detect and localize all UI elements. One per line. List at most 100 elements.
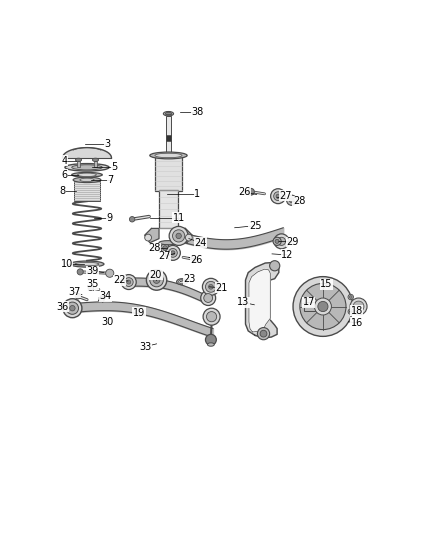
- Ellipse shape: [80, 178, 94, 182]
- Circle shape: [66, 302, 78, 314]
- Text: 30: 30: [101, 318, 113, 327]
- Ellipse shape: [78, 173, 96, 176]
- Text: 12: 12: [281, 250, 293, 260]
- Circle shape: [350, 310, 352, 313]
- Text: 39: 39: [87, 266, 99, 276]
- Ellipse shape: [92, 158, 99, 161]
- Circle shape: [353, 301, 364, 312]
- Text: 7: 7: [108, 175, 114, 185]
- Text: 29: 29: [286, 237, 299, 247]
- Circle shape: [63, 298, 82, 318]
- Text: 35: 35: [87, 279, 99, 289]
- Circle shape: [77, 269, 83, 275]
- Circle shape: [277, 237, 286, 245]
- Circle shape: [270, 261, 280, 271]
- Text: 22: 22: [113, 275, 126, 285]
- Bar: [94, 161, 97, 167]
- Ellipse shape: [208, 343, 214, 346]
- Bar: [166, 135, 171, 141]
- Circle shape: [70, 305, 75, 311]
- Circle shape: [348, 309, 353, 314]
- Text: 11: 11: [173, 213, 185, 223]
- Ellipse shape: [65, 164, 109, 171]
- Circle shape: [273, 237, 281, 245]
- Ellipse shape: [155, 154, 182, 158]
- Polygon shape: [178, 229, 192, 243]
- Ellipse shape: [75, 262, 99, 266]
- Circle shape: [293, 277, 353, 336]
- Text: 28: 28: [293, 196, 305, 206]
- Polygon shape: [249, 269, 270, 332]
- Bar: [74, 181, 100, 201]
- Circle shape: [130, 216, 135, 222]
- Text: 20: 20: [150, 270, 162, 280]
- Circle shape: [205, 281, 216, 292]
- Ellipse shape: [166, 112, 172, 115]
- Text: 27: 27: [279, 191, 292, 201]
- Ellipse shape: [72, 172, 102, 177]
- Circle shape: [171, 251, 175, 255]
- Text: 10: 10: [60, 259, 73, 269]
- Circle shape: [153, 277, 160, 284]
- Circle shape: [121, 274, 136, 289]
- Text: 8: 8: [59, 186, 65, 196]
- Text: 28: 28: [148, 243, 160, 253]
- Circle shape: [274, 192, 283, 200]
- Text: 6: 6: [61, 170, 67, 180]
- Text: 23: 23: [184, 274, 196, 284]
- Text: 38: 38: [191, 107, 203, 117]
- Text: 34: 34: [99, 292, 112, 301]
- Circle shape: [173, 230, 185, 242]
- Text: 17: 17: [303, 297, 315, 308]
- Circle shape: [290, 198, 294, 203]
- Text: 4: 4: [61, 156, 67, 166]
- Circle shape: [185, 234, 192, 241]
- Circle shape: [271, 189, 286, 204]
- Bar: [304, 302, 318, 311]
- Ellipse shape: [75, 158, 81, 161]
- Circle shape: [208, 285, 213, 289]
- Circle shape: [162, 246, 167, 251]
- Circle shape: [88, 285, 93, 290]
- Ellipse shape: [70, 261, 104, 267]
- Circle shape: [274, 234, 289, 249]
- Circle shape: [286, 195, 297, 205]
- Text: 25: 25: [249, 221, 261, 231]
- Text: 24: 24: [194, 238, 207, 248]
- Circle shape: [127, 280, 131, 284]
- Ellipse shape: [179, 280, 185, 284]
- Polygon shape: [63, 148, 111, 158]
- Text: 27: 27: [158, 251, 171, 261]
- Circle shape: [314, 298, 332, 315]
- Bar: [159, 190, 178, 229]
- Text: 9: 9: [106, 213, 112, 223]
- Circle shape: [247, 188, 254, 195]
- Circle shape: [169, 227, 188, 245]
- Polygon shape: [145, 229, 159, 243]
- Circle shape: [205, 334, 216, 345]
- Polygon shape: [99, 296, 105, 302]
- Circle shape: [75, 294, 81, 299]
- Circle shape: [350, 296, 352, 298]
- Ellipse shape: [159, 241, 178, 245]
- Circle shape: [350, 298, 367, 315]
- Circle shape: [169, 248, 177, 257]
- Circle shape: [146, 270, 167, 290]
- Text: 21: 21: [215, 283, 228, 293]
- Circle shape: [202, 278, 219, 295]
- Circle shape: [161, 244, 170, 253]
- Text: 18: 18: [351, 305, 363, 316]
- Bar: [155, 156, 182, 191]
- Circle shape: [300, 284, 346, 329]
- Bar: [166, 116, 171, 156]
- Text: 1: 1: [194, 190, 200, 199]
- Text: 15: 15: [320, 279, 332, 289]
- Text: 26: 26: [191, 255, 203, 265]
- Text: 33: 33: [140, 342, 152, 352]
- Ellipse shape: [72, 165, 102, 170]
- Ellipse shape: [177, 279, 187, 285]
- Circle shape: [348, 294, 353, 300]
- Circle shape: [124, 278, 133, 286]
- Ellipse shape: [150, 152, 187, 159]
- Circle shape: [258, 328, 270, 340]
